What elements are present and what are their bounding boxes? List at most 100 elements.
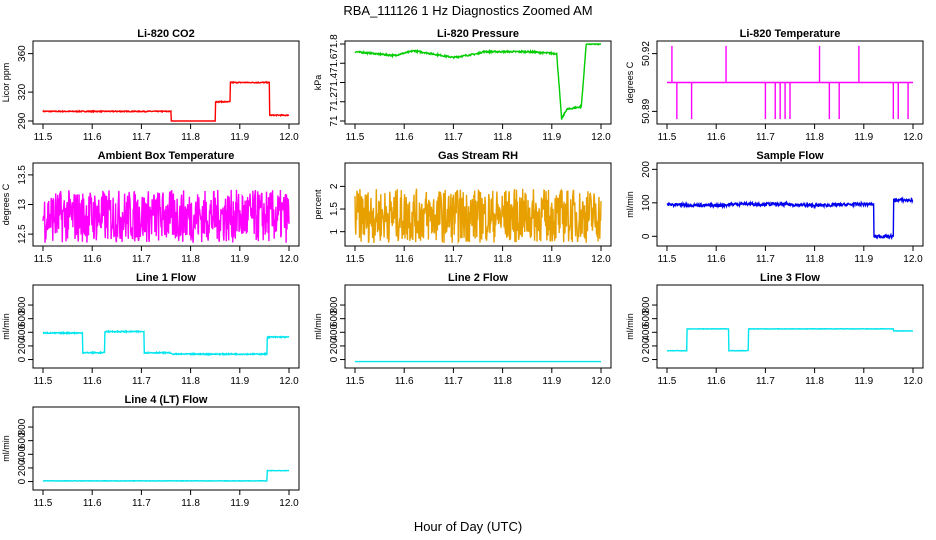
x-tick-label: 11.7 (756, 132, 775, 143)
y-tick-label: 100 (641, 194, 652, 211)
plot-frame (344, 162, 612, 247)
y-tick-label: 1.5 (329, 202, 340, 216)
plot-frame (32, 40, 300, 125)
y-tick-label: 200 (641, 337, 652, 354)
y-tick-label: 400 (329, 324, 340, 341)
figure-xlabel: Hour of Day (UTC) (414, 519, 522, 534)
x-tick-label: 11.5 (34, 498, 53, 509)
x-tick-label: 11.8 (805, 376, 824, 387)
x-tick-label: 11.6 (83, 132, 102, 143)
x-tick-label: 12.0 (591, 254, 611, 265)
x-tick-label: 12.0 (591, 376, 611, 387)
x-tick-label: 12.0 (903, 254, 923, 265)
x-tick-label: 11.9 (230, 376, 249, 387)
figure-title: RBA_111126 1 Hz Diagnostics Zoomed AM (343, 3, 592, 18)
panel-6: Line 1 Flow ml/min 11.5 11.6 11.7 11.8 11.9 12.… (1, 272, 300, 387)
x-tick-label: 12.0 (591, 132, 611, 143)
x-tick-label: 11.5 (658, 132, 677, 143)
y-tick-label: 600 (329, 310, 340, 327)
panel-ylabel: Licor ppm (1, 63, 11, 103)
panel-3: Ambient Box Temperature degrees C 11.5 11.6… (1, 150, 300, 265)
y-tick-label: 13 (17, 199, 28, 211)
y-tick-label: 800 (17, 296, 28, 313)
y-tick-label: 400 (641, 324, 652, 341)
x-tick-label: 11.8 (181, 376, 200, 387)
y-tick-label: 71.4 (329, 72, 340, 92)
x-tick-label: 11.5 (658, 376, 677, 387)
x-tick-label: 11.6 (395, 254, 414, 265)
plot-frame (344, 284, 612, 369)
x-tick-label: 12.0 (279, 132, 299, 143)
panel-ylabel: ml/min (1, 435, 11, 462)
y-tick-label: 600 (641, 310, 652, 327)
x-tick-label: 11.5 (346, 254, 365, 265)
panel-ylabel: degrees C (625, 61, 635, 103)
x-tick-label: 11.9 (230, 132, 249, 143)
series-line (666, 327, 913, 352)
plot-frame (32, 284, 300, 369)
panel-9: Line 4 (LT) Flow ml/min 11.5 11.6 11.7 11.8 11… (1, 394, 300, 509)
panel-5: Sample Flow ml/min 11.5 11.6 11.7 11.8 11.9 12.… (625, 150, 924, 265)
x-tick-label: 11.6 (83, 376, 102, 387)
panel-title: Li-820 Temperature (740, 28, 841, 40)
series-line (666, 196, 914, 240)
y-tick-label: 12.5 (17, 224, 28, 244)
panel-title: Line 3 Flow (760, 272, 820, 284)
y-tick-label: 71.2 (329, 92, 340, 112)
x-tick-label: 11.5 (34, 254, 53, 265)
panel-title: Li-820 Pressure (437, 28, 519, 40)
y-tick-label: 200 (329, 337, 340, 354)
x-tick-label: 11.7 (444, 254, 463, 265)
x-tick-label: 11.9 (854, 254, 873, 265)
y-tick-label: 50.89 (641, 98, 652, 123)
panel-title: Line 4 (LT) Flow (125, 394, 208, 406)
x-tick-label: 11.8 (181, 254, 200, 265)
y-tick-label: 0 (17, 356, 28, 362)
y-tick-label: 400 (17, 324, 28, 341)
y-tick-label: 600 (17, 432, 28, 449)
plot-frame (32, 406, 300, 491)
x-tick-label: 11.9 (542, 376, 561, 387)
x-tick-label: 11.7 (132, 498, 151, 509)
x-tick-label: 11.5 (658, 254, 677, 265)
y-tick-label: 360 (17, 45, 28, 62)
y-tick-label: 200 (17, 337, 28, 354)
y-tick-label: 2 (329, 183, 340, 189)
x-tick-label: 11.6 (395, 376, 414, 387)
x-tick-label: 11.8 (493, 132, 512, 143)
x-tick-label: 12.0 (279, 376, 299, 387)
y-tick-label: 71.6 (329, 53, 340, 73)
panel-ylabel: ml/min (625, 313, 635, 340)
x-tick-label: 11.7 (756, 254, 775, 265)
x-tick-label: 12.0 (279, 498, 299, 509)
x-tick-label: 11.6 (707, 376, 726, 387)
x-tick-label: 11.6 (83, 498, 102, 509)
x-tick-label: 11.7 (756, 376, 775, 387)
series-line (42, 189, 290, 243)
panel-2: Li-820 Temperature degrees C 11.5 11.6 11.7 1… (625, 28, 924, 143)
y-tick-label: 13.5 (17, 165, 28, 185)
series-line (42, 80, 290, 122)
series-line (42, 329, 290, 357)
y-tick-label: 0 (641, 233, 652, 239)
x-tick-label: 11.7 (132, 132, 151, 143)
plot-frame (656, 162, 924, 247)
y-tick-label: 1 (329, 228, 340, 234)
y-tick-label: 71 (329, 115, 340, 127)
x-tick-label: 11.5 (34, 376, 53, 387)
x-tick-label: 11.8 (805, 132, 824, 143)
x-tick-label: 11.7 (132, 254, 151, 265)
panel-ylabel: percent (313, 189, 323, 220)
x-tick-label: 11.9 (542, 132, 561, 143)
y-tick-label: 0 (641, 356, 652, 362)
panel-title: Li-820 CO2 (137, 28, 194, 40)
series-line (42, 469, 290, 483)
x-tick-label: 11.7 (444, 132, 463, 143)
y-tick-label: 290 (17, 112, 28, 129)
x-tick-label: 12.0 (903, 376, 923, 387)
panel-title: Ambient Box Temperature (98, 150, 235, 162)
panel-0: Li-820 CO2 Licor ppm 11.5 11.6 11.7 11.8 11.9 1… (1, 28, 300, 143)
y-tick-label: 800 (641, 296, 652, 313)
